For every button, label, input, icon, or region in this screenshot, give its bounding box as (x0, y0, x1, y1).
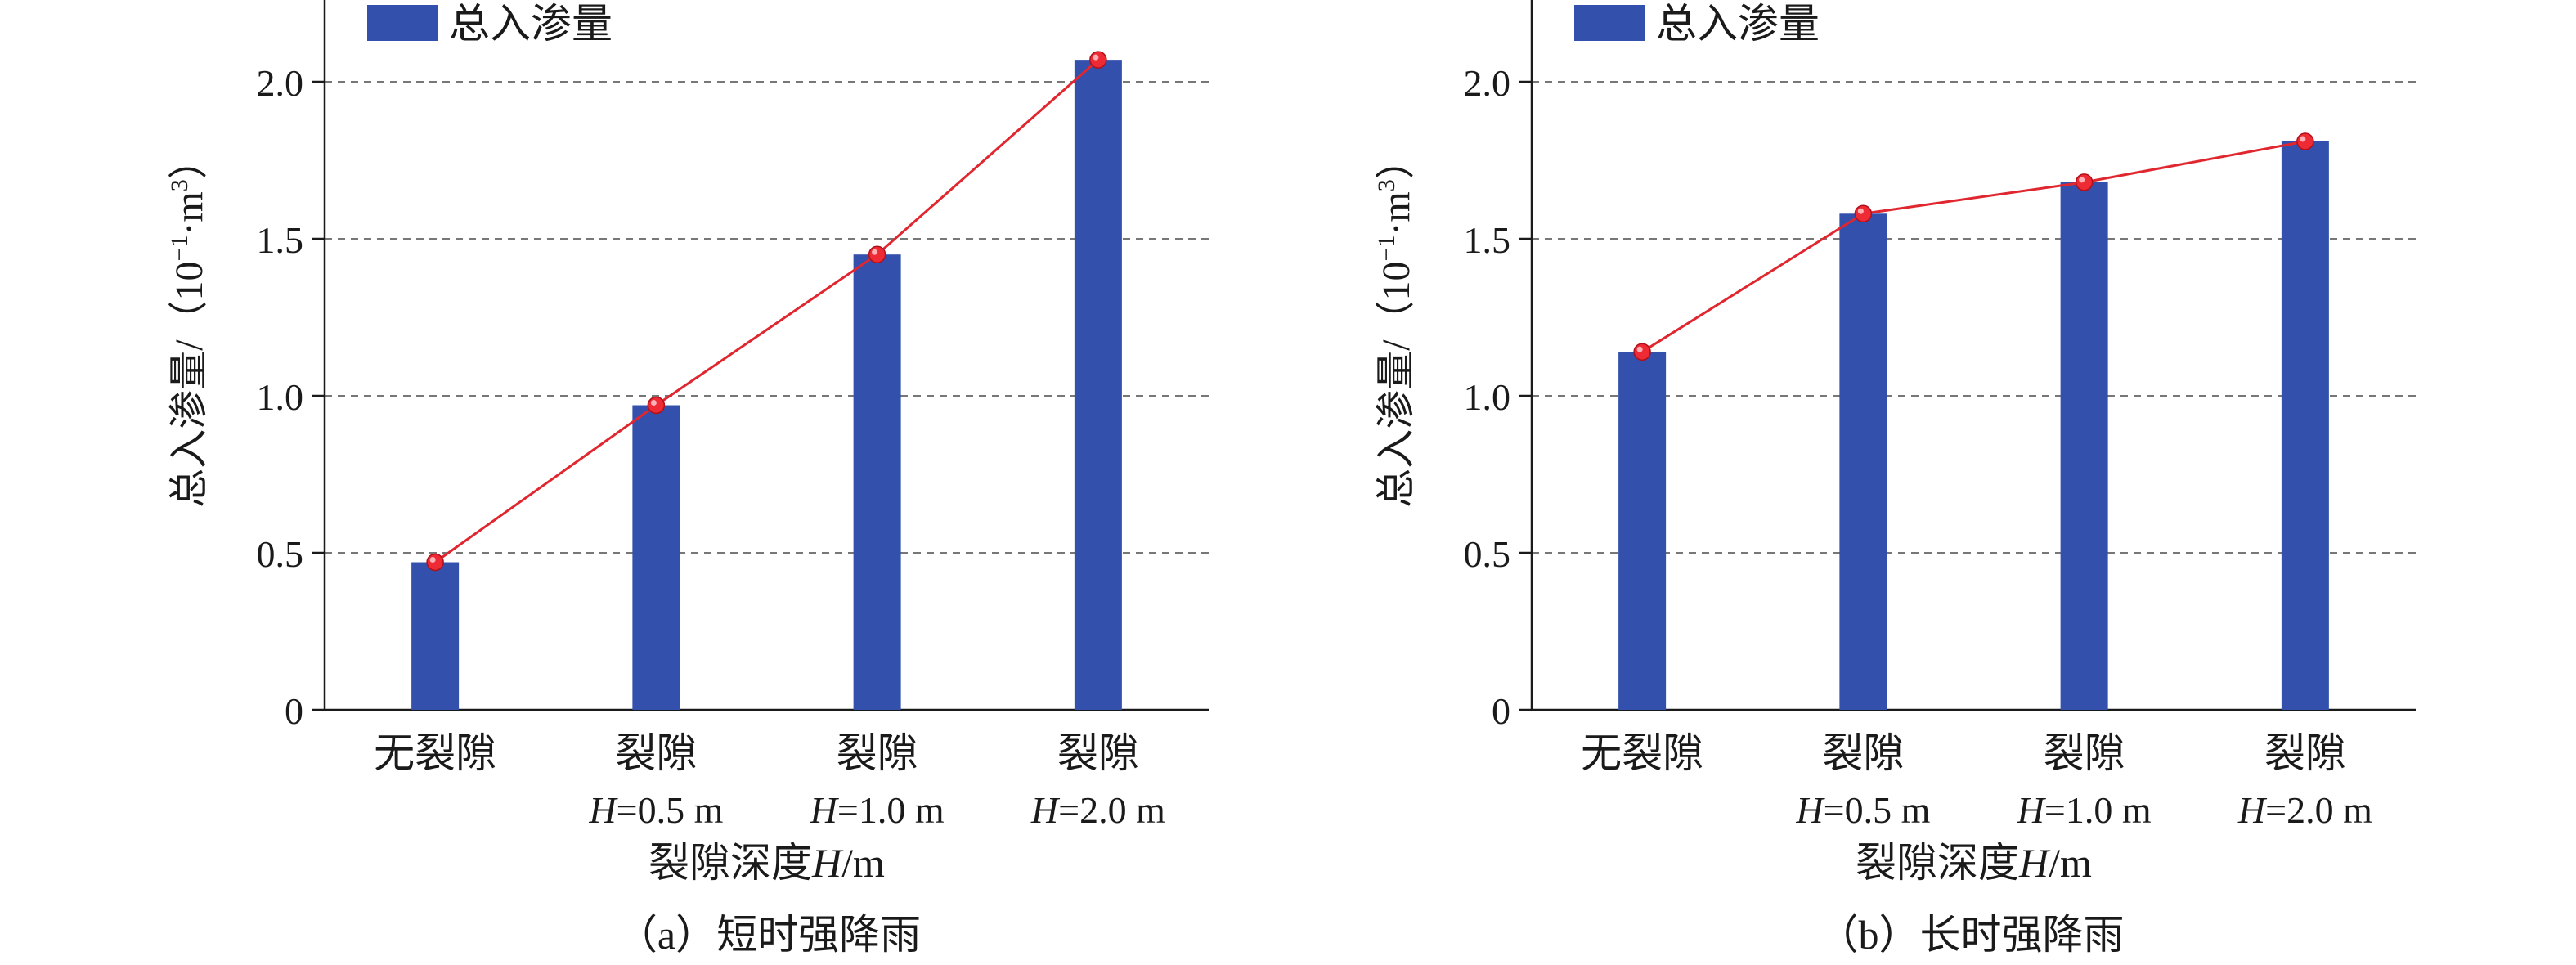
y-tick-label: 1.5 (257, 219, 304, 261)
x-tick-sublabel: H=0.5 m (1795, 789, 1930, 831)
bar (1074, 60, 1122, 711)
x-tick-value: =1.0 m (837, 789, 945, 831)
y-axis-title-exponent: 3 (166, 179, 193, 191)
y-tick-label: 2.0 (257, 62, 304, 104)
y-axis-title-exponent: −1 (166, 236, 193, 262)
x-tick-variable: H (810, 789, 840, 831)
y-tick-label: 0 (285, 690, 303, 732)
bar (1839, 213, 1887, 710)
data-point (1633, 343, 1651, 361)
legend-swatch (1574, 5, 1645, 41)
bar (1618, 352, 1667, 710)
x-tick-value: =0.5 m (617, 789, 724, 831)
y-tick-label: 1.5 (1464, 219, 1511, 261)
data-point-highlight (1093, 54, 1099, 61)
series-line (1641, 140, 2306, 353)
panel-caption: （b）长时强降雨 (1818, 912, 2125, 958)
y-axis-title-text: 总入渗量/（10 (168, 261, 211, 507)
data-point-highlight (872, 249, 878, 255)
x-tick-variable: H (1030, 789, 1061, 831)
data-point (647, 396, 666, 415)
y-axis-title-text: 总入渗量/（10 (1375, 261, 1418, 507)
data-point (2075, 173, 2094, 191)
y-axis-title-unit: ·m (1375, 191, 1418, 235)
data-point-highlight (1636, 346, 1643, 352)
x-axis-title: 裂隙深度H/m (648, 840, 885, 886)
data-point (868, 245, 886, 263)
x-axis-title-unit: /m (841, 840, 885, 886)
bar (632, 405, 680, 710)
x-tick-sublabel: H=2.0 m (2237, 789, 2372, 831)
x-tick-value: =2.0 m (1058, 789, 1165, 831)
x-tick-label: 无裂隙 (1581, 730, 1703, 776)
x-tick-label: 裂隙 (615, 730, 697, 776)
data-point-highlight (2300, 136, 2306, 142)
data-point (1089, 51, 1107, 69)
data-point-highlight (1857, 208, 1864, 214)
x-axis-title-variable: H (811, 840, 844, 886)
x-tick-variable: H (1795, 789, 1825, 831)
y-axis-title-exponent: −1 (1373, 236, 1400, 262)
x-tick-label: 裂隙 (2264, 730, 2346, 776)
x-tick-label: 裂隙 (837, 730, 918, 776)
x-axis-title: 裂隙深度H/m (1856, 840, 2092, 886)
legend-label: 总入渗量 (449, 1, 613, 47)
y-tick-label: 0 (1492, 690, 1510, 732)
x-tick-variable: H (588, 789, 618, 831)
y-axis-title: 总入渗量/（10−1·m3） (1373, 140, 1418, 508)
y-axis-title: 总入渗量/（10−1·m3） (166, 140, 211, 508)
x-tick-value: =2.0 m (2265, 789, 2372, 831)
bar (853, 254, 901, 710)
x-tick-label: 无裂隙 (374, 730, 496, 776)
x-tick-sublabel: H=2.0 m (1030, 789, 1165, 831)
x-tick-value: =0.5 m (1824, 789, 1931, 831)
bar (411, 562, 460, 710)
y-axis-title-exponent: 3 (1373, 179, 1400, 191)
y-axis-title-unit: ·m (168, 191, 211, 235)
panel-caption: （a）短时强降雨 (617, 912, 921, 958)
x-tick-value: =1.0 m (2044, 789, 2152, 831)
y-tick-label: 2.0 (1464, 62, 1511, 104)
x-tick-sublabel: H=1.0 m (810, 789, 945, 831)
x-tick-variable: H (2237, 789, 2268, 831)
legend-label: 总入渗量 (1656, 1, 1820, 47)
y-tick-label: 1.0 (1464, 376, 1511, 418)
x-tick-sublabel: H=1.0 m (2017, 789, 2152, 831)
legend-swatch (367, 5, 438, 41)
x-tick-label: 裂隙 (2044, 730, 2125, 776)
y-axis-title-end: ） (1375, 140, 1418, 179)
y-tick-label: 0.5 (1464, 533, 1511, 575)
data-point-highlight (429, 557, 436, 563)
x-axis-title-text: 裂隙深度 (648, 840, 812, 886)
y-tick-label: 1.0 (257, 376, 304, 418)
bar (2060, 182, 2108, 710)
x-tick-variable: H (2017, 789, 2047, 831)
series-line (434, 58, 1099, 563)
data-point-highlight (2079, 177, 2085, 183)
bar (2281, 141, 2329, 710)
x-axis-title-text: 裂隙深度 (1856, 840, 2019, 886)
x-axis-title-variable: H (2018, 840, 2051, 886)
x-axis-title-unit: /m (2049, 840, 2092, 886)
data-point (426, 553, 444, 572)
x-tick-label: 裂隙 (1057, 730, 1139, 776)
data-point (2296, 132, 2314, 150)
y-tick-label: 0.5 (257, 533, 304, 575)
x-tick-sublabel: H=0.5 m (588, 789, 723, 831)
data-point (1854, 204, 1873, 223)
x-tick-label: 裂隙 (1822, 730, 1904, 776)
data-point-highlight (650, 400, 657, 406)
y-axis-title-end: ） (168, 140, 211, 179)
